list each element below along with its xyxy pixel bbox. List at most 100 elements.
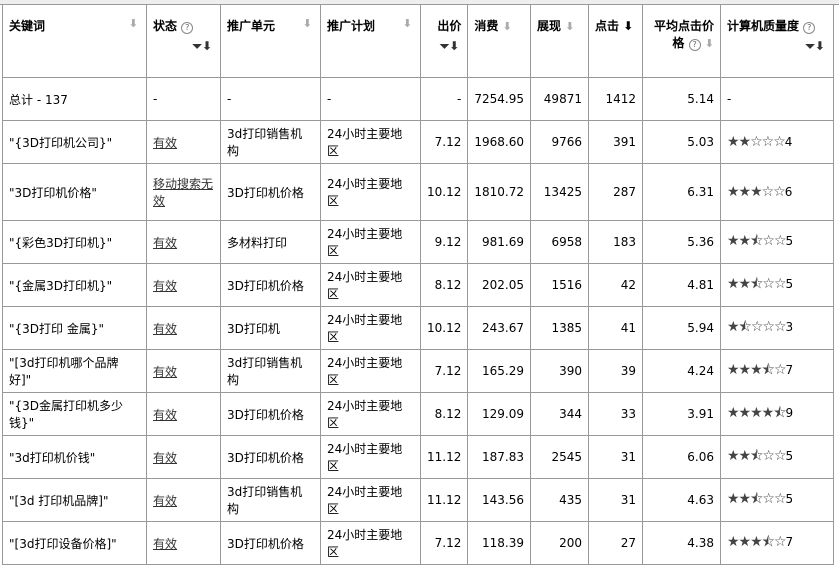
star-icon: ★: [738, 362, 752, 378]
status-link[interactable]: 有效: [153, 407, 178, 422]
col-unit[interactable]: 推广单元 ⬇: [220, 4, 321, 78]
star-icon: ⯪: [738, 319, 752, 335]
filter-sort-icons[interactable]: ⏷⬇: [439, 39, 460, 53]
col-status[interactable]: 状态 ? ⏷⬇: [146, 4, 221, 78]
header-label: 点击: [594, 19, 619, 33]
help-icon[interactable]: ?: [688, 39, 701, 51]
total-clicks: 1412: [587, 77, 643, 121]
header-label: 格: [672, 36, 685, 50]
col-quality[interactable]: 计算机质量度 ? ⏷⬇: [719, 4, 834, 78]
star-icon: ⯪: [761, 534, 775, 550]
col-impressions[interactable]: 展现 ⬇: [529, 4, 589, 78]
col-clicks[interactable]: 点击 ⬇: [587, 4, 643, 78]
sort-icon[interactable]: ⬇: [502, 20, 512, 33]
star-rating: ★★★☆☆: [726, 184, 786, 200]
star-icon: ★: [750, 534, 763, 550]
status-link[interactable]: 有效: [153, 536, 178, 551]
star-icon: ★: [726, 534, 740, 550]
avg-cpc-cell: 4.38: [641, 521, 721, 565]
filter-sort-icons[interactable]: ⏷⬇: [805, 39, 825, 53]
quality-cell: ★★★⯪☆7: [719, 349, 834, 393]
impressions-cell: 6958: [529, 220, 589, 264]
table-row: "{3D金属打印机多少钱}" 有效 3D打印机价格 24小时主要地区 8.12 …: [2, 392, 834, 436]
bid-cell[interactable]: 10.12: [419, 163, 469, 221]
help-icon[interactable]: ?: [803, 22, 816, 34]
total-row: 总计 - 137 - - - - 7254.95 49871 1412 5.14…: [2, 77, 834, 121]
sort-icon[interactable]: ⬇: [565, 20, 575, 33]
clicks-cell: 39: [587, 349, 643, 393]
sort-icon-active[interactable]: ⬇: [623, 19, 634, 33]
total-keyword: 总计 - 137: [2, 77, 147, 121]
plan-cell: 24小时主要地区: [320, 263, 421, 307]
unit-cell: 3d打印销售机构: [220, 349, 321, 393]
star-icon: ☆: [773, 134, 786, 150]
star-icon: ★: [726, 491, 740, 507]
header-label: 计算机质量度: [726, 19, 799, 33]
cost-cell: 143.56: [467, 478, 531, 522]
star-rating: ★★⯪☆☆: [727, 448, 786, 464]
bid-cell[interactable]: 10.12: [419, 306, 469, 350]
star-icon: ★: [738, 276, 752, 292]
total-cost: 7254.95: [467, 77, 531, 121]
bid-cell[interactable]: 9.12: [419, 220, 469, 264]
star-icon: ⯪: [750, 448, 763, 464]
status-link[interactable]: 有效: [153, 364, 178, 379]
star-icon: ★: [738, 405, 752, 421]
star-icon: ★: [738, 134, 752, 150]
status-link[interactable]: 有效: [153, 135, 178, 150]
col-plan[interactable]: 推广计划 ⬇: [320, 4, 421, 78]
impressions-cell: 344: [529, 392, 589, 436]
star-icon: ★: [738, 448, 752, 464]
bid-cell[interactable]: 7.12: [419, 120, 469, 164]
help-icon[interactable]: ?: [181, 22, 194, 34]
keyword-cell: "3d打印机价钱": [2, 435, 147, 479]
header-label: 出价: [437, 19, 462, 33]
quality-score: 4: [784, 135, 793, 149]
star-icon: ☆: [773, 534, 787, 550]
star-icon: ⯪: [750, 491, 763, 507]
star-icon: ☆: [773, 233, 787, 249]
bid-cell[interactable]: 7.12: [419, 521, 469, 565]
keyword-cell: "[3d打印设备价格]": [2, 521, 147, 565]
col-bid[interactable]: 出价 ⏷⬇: [419, 4, 469, 78]
status-link[interactable]: 有效: [153, 321, 178, 336]
sort-icon[interactable]: ⬇: [128, 17, 138, 30]
status-link[interactable]: 有效: [153, 493, 178, 508]
bid-cell[interactable]: 11.12: [419, 478, 469, 522]
col-keyword[interactable]: 关键词 ⬇: [2, 4, 147, 78]
quality-cell: ★★⯪☆☆5: [719, 478, 834, 522]
cost-cell: 1968.60: [467, 120, 531, 164]
sort-icon[interactable]: ⬇: [704, 37, 714, 50]
avg-cpc-cell: 3.91: [641, 392, 721, 436]
star-icon: ☆: [761, 134, 775, 150]
keyword-cell: "[3d打印机哪个品牌好]": [2, 349, 147, 393]
status-link[interactable]: 有效: [153, 235, 178, 250]
quality-score: 6: [784, 185, 793, 199]
table-row: "{3D打印机公司}" 有效 3d打印销售机构 24小时主要地区 7.12 19…: [2, 120, 834, 164]
status-link[interactable]: 有效: [153, 450, 178, 465]
cost-cell: 187.83: [467, 435, 531, 479]
keyword-cell: "{3D打印 金属}": [2, 306, 147, 350]
star-icon: ⯪: [761, 362, 775, 378]
filter-sort-icons[interactable]: ⏷⬇: [192, 39, 212, 53]
status-link[interactable]: 有效: [153, 278, 178, 293]
impressions-cell: 435: [529, 478, 589, 522]
avg-cpc-cell: 5.03: [641, 120, 721, 164]
bid-cell[interactable]: 8.12: [419, 392, 469, 436]
bid-cell[interactable]: 11.12: [419, 435, 469, 479]
sort-icon[interactable]: ⬇: [402, 17, 412, 30]
unit-cell: 3D打印机价格: [220, 521, 321, 565]
col-cost[interactable]: 消费 ⬇: [467, 4, 531, 78]
star-icon: ★: [726, 184, 740, 200]
table-row: "[3d打印机哪个品牌好]" 有效 3d打印销售机构 24小时主要地区 7.12…: [2, 349, 834, 393]
star-icon: ☆: [762, 491, 775, 507]
sort-icon[interactable]: ⬇: [302, 17, 312, 30]
bid-cell[interactable]: 7.12: [419, 349, 469, 393]
star-icon: ★: [726, 134, 740, 150]
clicks-cell: 42: [587, 263, 643, 307]
status-link[interactable]: 移动搜索无效: [153, 177, 214, 208]
quality-score: 7: [785, 363, 794, 377]
bid-cell[interactable]: 8.12: [419, 263, 469, 307]
star-icon: ★: [750, 405, 763, 421]
col-avg-cpc[interactable]: 平均点击价格 ? ⬇: [641, 4, 721, 78]
